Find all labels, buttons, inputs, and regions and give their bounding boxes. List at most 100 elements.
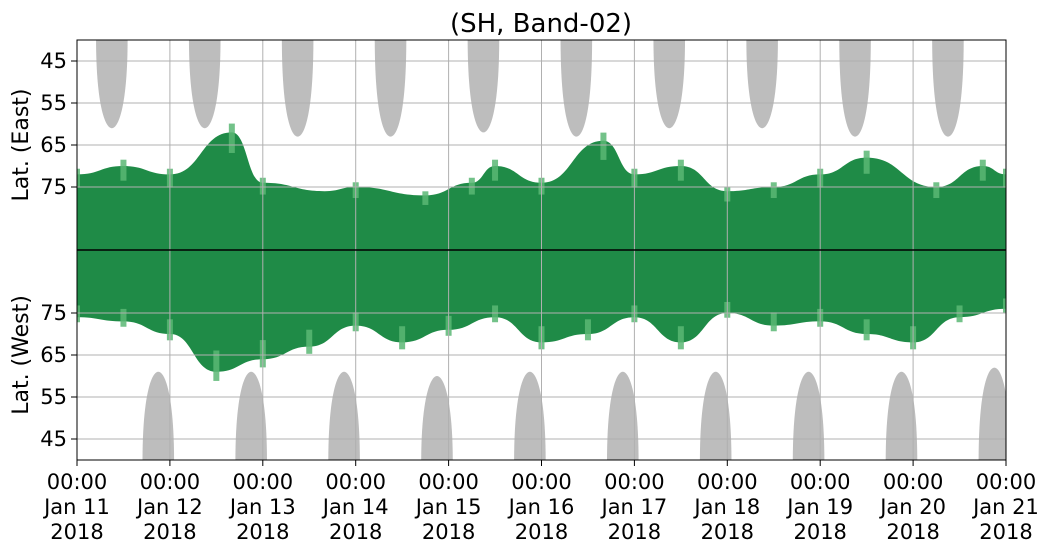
y-axis-label-west: Lat. (West)	[9, 295, 34, 415]
no-data-lobe	[374, 40, 407, 137]
no-data-lobe	[281, 40, 314, 137]
x-tick-label: 00:00 Jan 20 2018	[878, 470, 946, 544]
no-data-lobe	[699, 371, 732, 460]
activity-patch	[677, 326, 684, 350]
x-tick-label-time: 00:00	[418, 470, 479, 494]
x-tick-label-year: 2018	[236, 520, 289, 544]
x-tick-label-day: Jan 18	[692, 495, 760, 519]
x-tick-label-day: Jan 14	[321, 495, 389, 519]
x-tick-label-day: Jan 15	[414, 495, 482, 519]
no-data-lobe	[746, 40, 778, 129]
activity-patch	[933, 182, 940, 199]
x-tick-label-day: Jan 21	[971, 495, 1039, 519]
no-data-lobe	[839, 40, 871, 137]
no-data-lobe	[235, 371, 267, 460]
activity-patch	[399, 326, 406, 350]
x-tick-label: 00:00 Jan 14 2018	[321, 470, 389, 544]
activity-patch	[468, 177, 475, 195]
no-data-lobe	[932, 40, 964, 137]
activity-patch	[863, 150, 870, 174]
activity-patch	[600, 132, 607, 160]
activity-patch	[770, 182, 777, 199]
x-tick-label-year: 2018	[515, 520, 568, 544]
x-tick-label-day: Jan 17	[600, 495, 668, 519]
y-tick-label: 45	[40, 427, 67, 451]
x-tick-label-time: 00:00	[233, 470, 294, 494]
x-tick-label-year: 2018	[422, 520, 475, 544]
activity-patch	[492, 305, 499, 323]
no-data-lobe	[421, 376, 453, 460]
activity-patch	[228, 123, 235, 153]
activity-patch	[1003, 168, 1006, 188]
no-data-lobe	[653, 40, 686, 129]
activity-patch	[77, 305, 80, 323]
x-tick-label: 00:00 Jan 13 2018	[228, 470, 296, 544]
x-tick-label-day: Jan 12	[135, 495, 203, 519]
activity-patch	[956, 305, 963, 323]
x-tick-label-time: 00:00	[604, 470, 665, 494]
activity-patch	[979, 159, 986, 181]
x-tick-label-year: 2018	[793, 520, 846, 544]
y-axis-ticks: 45 55 65 75 75 65 55 45	[40, 49, 77, 451]
no-data-lobe	[560, 40, 593, 137]
no-data-lobe	[96, 40, 128, 129]
x-tick-label-day: Jan 13	[228, 495, 296, 519]
x-tick-label-year: 2018	[329, 520, 382, 544]
activity-patch	[770, 312, 777, 332]
x-tick-label: 00:00 Jan 12 2018	[135, 470, 203, 544]
activity-patch	[213, 350, 220, 381]
no-data-lobe	[328, 371, 360, 460]
x-tick-label: 00:00 Jan 11 2018	[42, 470, 110, 544]
activity-patch	[863, 319, 870, 341]
x-tick-label-year: 2018	[886, 520, 939, 544]
activity-patch	[422, 191, 429, 205]
x-tick-label-day: Jan 19	[785, 495, 853, 519]
x-tick-label-time: 00:00	[511, 470, 572, 494]
y-tick-label: 75	[40, 301, 67, 325]
x-tick-label-time: 00:00	[325, 470, 386, 494]
x-tick-label-year: 2018	[608, 520, 661, 544]
x-tick-label: 00:00 Jan 21 2018	[971, 470, 1039, 544]
x-tick-label-time: 00:00	[140, 470, 201, 494]
x-tick-label-time: 00:00	[790, 470, 851, 494]
no-data-lobe	[188, 40, 221, 129]
x-tick-label-year: 2018	[979, 520, 1032, 544]
x-tick-label: 00:00 Jan 16 2018	[507, 470, 575, 544]
y-tick-label: 65	[40, 133, 67, 157]
activity-patch	[120, 159, 127, 181]
activity-patch	[1003, 298, 1006, 314]
x-tick-label-day: Jan 16	[507, 495, 575, 519]
activity-patch	[677, 159, 684, 181]
x-tick-label: 00:00 Jan 19 2018	[785, 470, 853, 544]
activity-patch	[584, 319, 591, 341]
y-tick-label: 55	[40, 385, 67, 409]
x-tick-label-time: 00:00	[883, 470, 944, 494]
activity-patch	[77, 168, 80, 188]
y-tick-label: 55	[40, 91, 67, 115]
x-tick-label: 00:00 Jan 17 2018	[600, 470, 668, 544]
no-data-lobe	[885, 371, 918, 460]
activity-patch	[492, 159, 499, 181]
x-tick-label-year: 2018	[50, 520, 103, 544]
activity-patch	[120, 308, 127, 327]
no-data-lobe	[792, 371, 825, 460]
no-data-lobe	[978, 367, 1006, 460]
activity-patch	[306, 329, 313, 354]
x-tick-label-day: Jan 11	[42, 495, 110, 519]
x-tick-label-day: Jan 20	[878, 495, 946, 519]
no-data-lobe	[142, 371, 175, 460]
x-tick-label: 00:00 Jan 18 2018	[692, 470, 760, 544]
y-tick-label: 45	[40, 49, 67, 73]
y-tick-label: 75	[40, 175, 67, 199]
x-tick-label-year: 2018	[143, 520, 196, 544]
x-tick-label-time: 00:00	[697, 470, 758, 494]
x-tick-label-time: 00:00	[976, 470, 1037, 494]
no-data-lobe	[514, 371, 546, 460]
x-tick-label-time: 00:00	[47, 470, 108, 494]
no-data-lobe	[467, 40, 500, 133]
x-tick-label-year: 2018	[701, 520, 754, 544]
no-data-lobe	[607, 371, 639, 460]
y-axis-label-east: Lat. (East)	[9, 89, 34, 202]
